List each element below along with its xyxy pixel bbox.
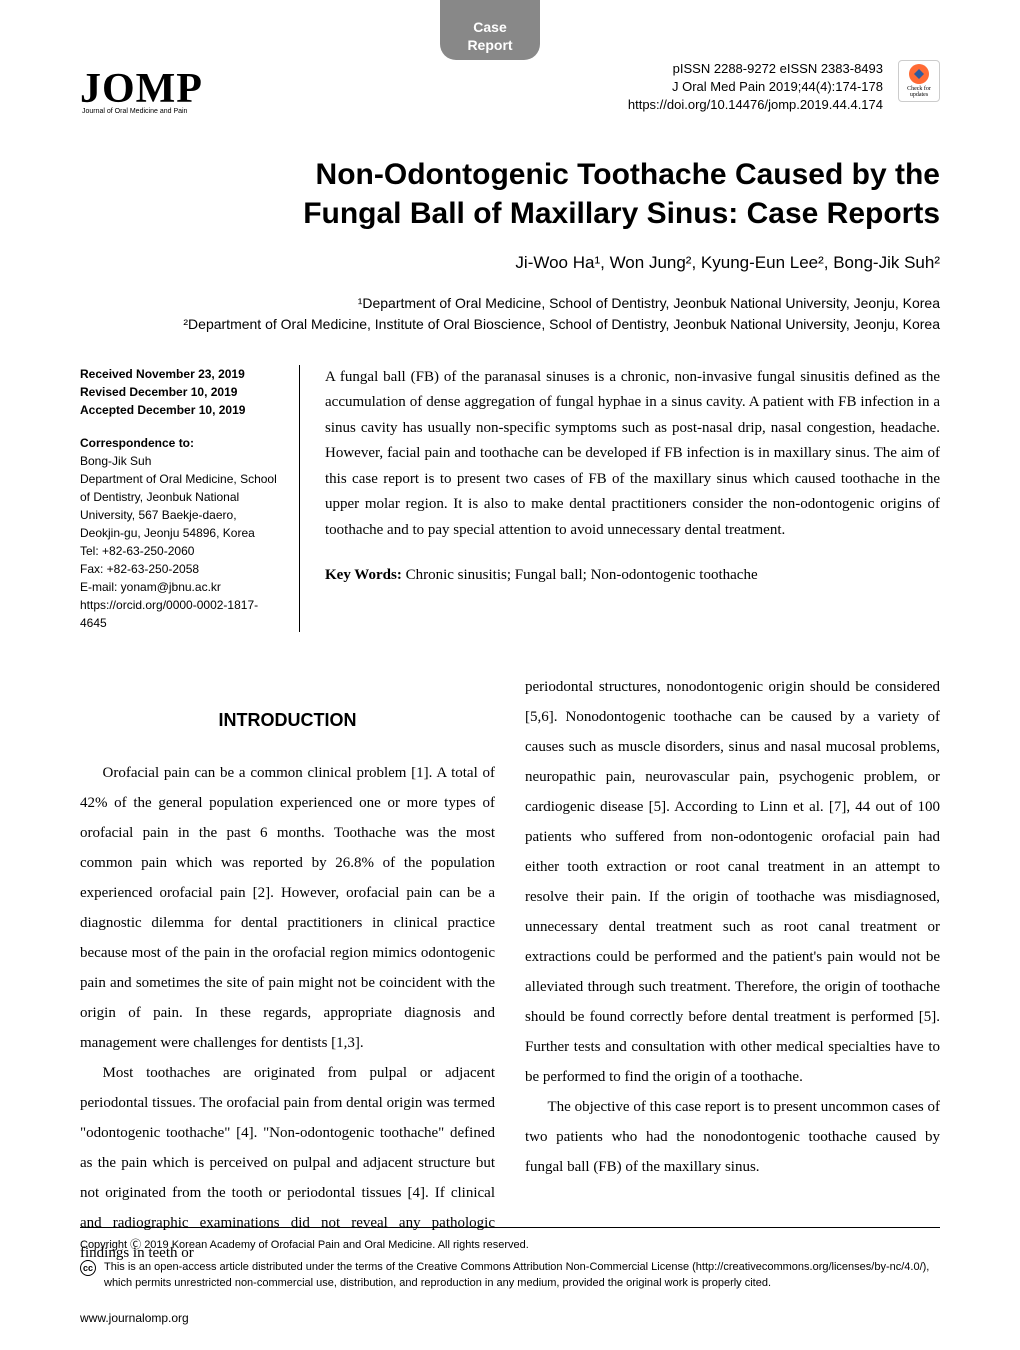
info-abstract-row: Received November 23, 2019 Revised Decem… [80, 365, 940, 632]
journal-subtitle: Journal of Oral Medicine and Pain [82, 108, 203, 115]
correspondence-tel: Tel: +82-63-250-2060 [80, 542, 279, 560]
correspondence-name: Bong-Jik Suh [80, 452, 279, 470]
paragraph-1: Orofacial pain can be a common clinical … [80, 758, 495, 1058]
left-info-column: Received November 23, 2019 Revised Decem… [80, 365, 300, 632]
affiliation-2: ²Department of Oral Medicine, Institute … [80, 314, 940, 335]
abstract-column: A fungal ball (FB) of the paranasal sinu… [325, 365, 940, 632]
license-text: This is an open-access article distribut… [104, 1260, 940, 1291]
authors: Ji-Woo Ha¹, Won Jung², Kyung-Eun Lee², B… [0, 253, 1020, 293]
header-right: pISSN 2288-9272 eISSN 2383-8493 J Oral M… [628, 60, 940, 115]
affiliation-1: ¹Department of Oral Medicine, School of … [80, 293, 940, 314]
journal-logo: JOMP [80, 65, 203, 113]
journal-logo-block: JOMP Journal of Oral Medicine and Pain [80, 65, 203, 115]
check-circle-icon [909, 64, 929, 84]
article-title: Non-Odontogenic Toothache Caused by the … [0, 125, 1020, 253]
body-columns: INTRODUCTION Orofacial pain can be a com… [80, 672, 940, 1268]
correspondence-email: E-mail: yonam@jbnu.ac.kr [80, 578, 279, 596]
affiliations: ¹Department of Oral Medicine, School of … [0, 293, 1020, 365]
correspondence: Correspondence to: Bong-Jik Suh Departme… [80, 434, 279, 632]
received-date: November 23, 2019 [136, 367, 245, 381]
paragraph-4: The objective of this case report is to … [525, 1092, 940, 1182]
accepted-label: Accepted [80, 403, 137, 417]
revised-date: December 10, 2019 [129, 385, 237, 399]
issn: pISSN 2288-9272 eISSN 2383-8493 [628, 60, 883, 78]
title-line-1: Non-Odontogenic Toothache Caused by the [316, 158, 940, 191]
journal-url: www.journalomp.org [80, 1311, 940, 1325]
cc-icon: cc [80, 1260, 96, 1276]
license: cc This is an open-access article distri… [80, 1260, 940, 1291]
title-line-2: Fungal Ball of Maxillary Sinus: Case Rep… [303, 197, 940, 230]
correspondence-dept: Department of Oral Medicine, School of D… [80, 470, 279, 542]
received-label: Received [80, 367, 136, 381]
body-column-left: INTRODUCTION Orofacial pain can be a com… [80, 672, 495, 1268]
abstract-text: A fungal ball (FB) of the paranasal sinu… [325, 365, 940, 544]
accepted-date: December 10, 2019 [137, 403, 245, 417]
doi: https://doi.org/10.14476/jomp.2019.44.4.… [628, 96, 883, 114]
citation: J Oral Med Pain 2019;44(4):174-178 [628, 78, 883, 96]
revised-row: Revised December 10, 2019 [80, 383, 279, 401]
tab-label-1: Case [473, 19, 506, 35]
body-column-right: periodontal structures, nonodontogenic o… [525, 672, 940, 1268]
keywords: Key Words: Chronic sinusitis; Fungal bal… [325, 563, 940, 589]
keywords-text: Chronic sinusitis; Fungal ball; Non-odon… [406, 567, 758, 583]
revised-label: Revised [80, 385, 129, 399]
correspondence-label: Correspondence to: [80, 434, 279, 452]
keywords-label: Key Words: [325, 567, 406, 583]
introduction-heading: INTRODUCTION [80, 702, 495, 738]
dates: Received November 23, 2019 Revised Decem… [80, 365, 279, 419]
content-area: Received November 23, 2019 Revised Decem… [0, 365, 1020, 1268]
check-updates-icon[interactable]: Check for updates [898, 60, 940, 102]
received-row: Received November 23, 2019 [80, 365, 279, 383]
correspondence-orcid: https://orcid.org/0000-0002-1817-4645 [80, 596, 279, 632]
footer: Copyright Ⓒ 2019 Korean Academy of Orofa… [80, 1227, 940, 1325]
correspondence-fax: Fax: +82-63-250-2058 [80, 560, 279, 578]
copyright: Copyright Ⓒ 2019 Korean Academy of Orofa… [80, 1227, 940, 1252]
paragraph-3: periodontal structures, nonodontogenic o… [525, 672, 940, 1092]
tab-label-2: Report [467, 37, 512, 53]
check-label: Check for updates [899, 86, 939, 98]
journal-info: pISSN 2288-9272 eISSN 2383-8493 J Oral M… [628, 60, 883, 115]
accepted-row: Accepted December 10, 2019 [80, 401, 279, 419]
case-report-tab: Case Report [440, 0, 540, 60]
